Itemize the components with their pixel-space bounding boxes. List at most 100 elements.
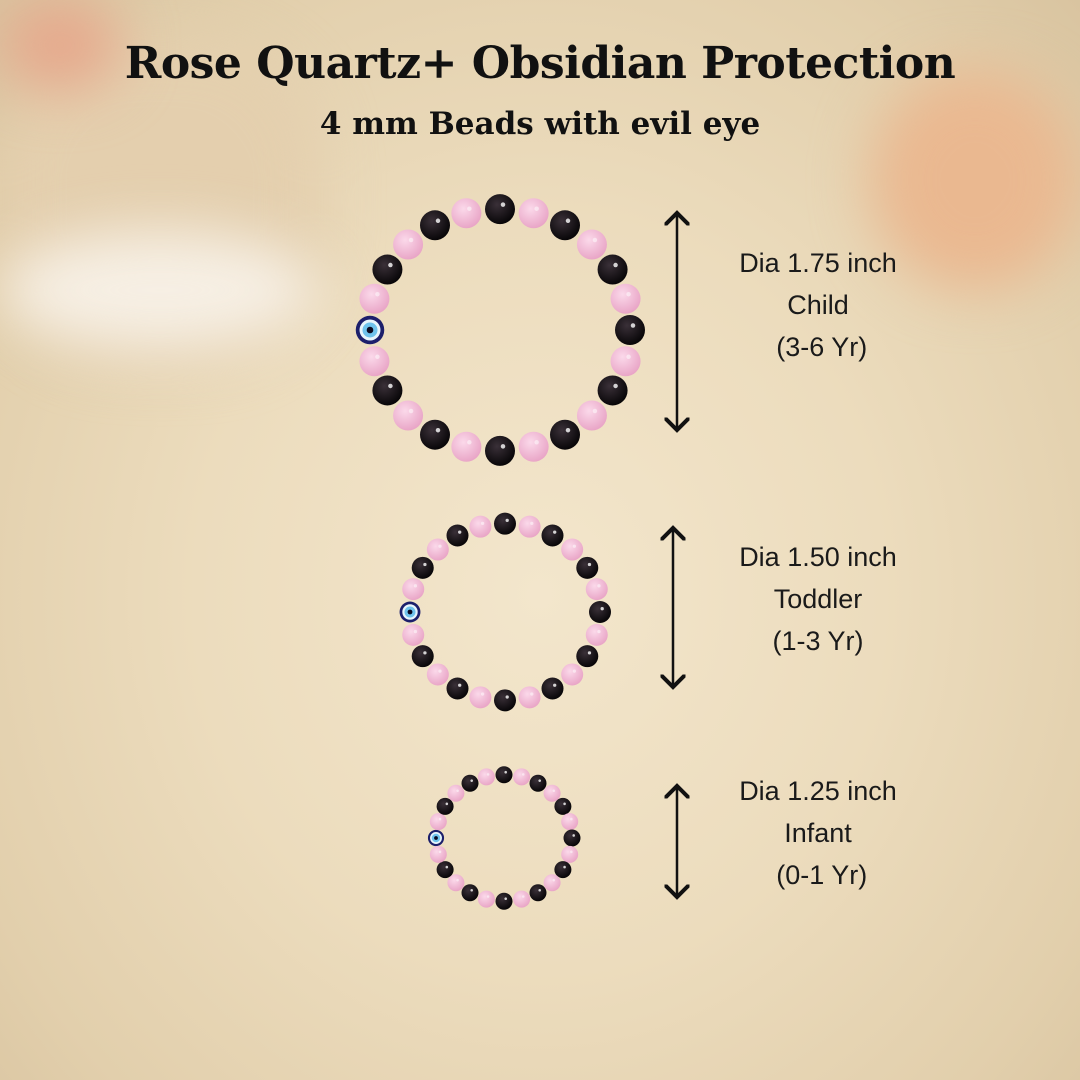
obsidian-bead: [446, 677, 469, 700]
background-ball: [870, 70, 1080, 290]
bead-highlight: [413, 629, 418, 634]
rose-quartz-bead: [543, 784, 561, 802]
bead-highlight: [467, 206, 472, 211]
rose-quartz-bead: [513, 890, 531, 908]
bead-highlight: [597, 629, 601, 634]
category-text: Infant: [784, 818, 852, 848]
evil-eye-bead: [427, 829, 445, 847]
bead-highlight: [504, 897, 507, 900]
bead-highlight: [445, 802, 449, 806]
rose-quartz-bead: [477, 890, 495, 908]
rose-quartz-bead: [426, 538, 449, 561]
obsidian-bead: [411, 556, 434, 579]
rose-quartz-bead: [561, 538, 584, 561]
category-text: Child: [787, 290, 849, 320]
rose-quartz-bead: [518, 431, 549, 462]
bead-highlight: [534, 440, 539, 445]
rose-quartz-bead: [477, 768, 495, 786]
bead-highlight: [613, 383, 618, 389]
rose-quartz-bead: [610, 283, 641, 314]
obsidian-bead: [576, 556, 599, 579]
obsidian-bead: [436, 797, 454, 815]
obsidian-bead: [597, 254, 628, 285]
obsidian-bead: [485, 194, 515, 225]
bead-highlight: [438, 544, 442, 548]
bead-highlight: [413, 584, 418, 588]
rose-quartz-bead: [393, 229, 424, 260]
obsidian-bead: [541, 677, 564, 700]
rose-quartz-bead: [451, 198, 482, 229]
rose-quartz-bead: [543, 874, 561, 892]
rose-quartz-bead: [610, 346, 641, 377]
bead-highlight: [630, 323, 636, 328]
bead-highlight: [423, 562, 427, 567]
bead-highlight: [600, 607, 604, 611]
bead-highlight: [530, 521, 534, 526]
bead-highlight: [534, 206, 539, 211]
bead-highlight: [505, 695, 509, 699]
obsidian-bead: [372, 254, 403, 285]
bead-highlight: [445, 865, 449, 869]
diameter-text: Dia 1.50 inch: [739, 542, 897, 572]
bead-highlight: [522, 773, 525, 776]
obsidian-bead: [554, 797, 572, 815]
bead-highlight: [553, 530, 557, 534]
rose-quartz-bead: [576, 400, 607, 431]
rose-quartz-bead: [561, 663, 584, 686]
rose-quartz-bead: [518, 515, 541, 538]
bead-highlight: [553, 683, 557, 687]
bead-highlight: [470, 888, 473, 892]
obsidian-bead: [597, 375, 628, 406]
bead-highlight: [552, 789, 556, 793]
bead-highlight: [408, 408, 414, 414]
page-subtitle: 4 mm Beads with evil eye: [319, 106, 761, 142]
obsidian-bead: [576, 645, 599, 668]
rose-quartz-bead: [585, 623, 608, 646]
bead-highlight: [500, 444, 506, 449]
category-text: Toddler: [773, 584, 863, 614]
bead-highlight: [408, 237, 414, 243]
bead-highlight: [626, 354, 631, 360]
bracelet-toddler: [399, 512, 611, 712]
bead-highlight: [388, 262, 393, 268]
bead-highlight: [530, 692, 534, 696]
bead-highlight: [470, 779, 473, 782]
bracelet-child: [355, 194, 645, 466]
bead-highlight: [438, 817, 442, 821]
bead-highlight: [486, 895, 490, 898]
obsidian-bead: [461, 774, 479, 792]
bead-highlight: [500, 202, 506, 207]
obsidian-bead: [589, 601, 611, 623]
bead-highlight: [458, 683, 462, 687]
obsidian-bead: [563, 829, 581, 847]
obsidian-bead: [436, 861, 454, 879]
obsidian-bead: [554, 861, 572, 879]
rose-quartz-bead: [469, 686, 492, 709]
size-label-child: Dia 1.75 inch Child (3-6 Yr): [700, 242, 936, 368]
obsidian-bead: [461, 884, 479, 902]
obsidian-bead: [485, 435, 515, 466]
bead-highlight: [375, 354, 380, 360]
rose-quartz-bead: [393, 400, 424, 431]
background-shoe-sole: [0, 230, 320, 350]
bead-highlight: [565, 427, 571, 433]
rose-quartz-bead: [429, 813, 447, 831]
bead-highlight: [467, 440, 472, 445]
background-pink-blur: [0, 0, 120, 90]
bead-highlight: [504, 770, 507, 774]
bead-highlight: [626, 291, 631, 297]
bead-highlight: [423, 651, 427, 655]
bead-highlight: [458, 530, 462, 534]
bead-highlight: [538, 779, 541, 782]
rose-quartz-bead: [585, 578, 608, 601]
obsidian-bead: [372, 375, 403, 406]
bead-highlight: [570, 817, 573, 821]
rose-quartz-bead: [426, 663, 449, 686]
bead-highlight: [435, 218, 441, 224]
obsidian-bead: [529, 774, 547, 792]
bead-highlight: [563, 865, 566, 869]
bead-highlight: [435, 427, 441, 433]
bead-highlight: [375, 291, 380, 297]
bead-highlight: [552, 878, 556, 882]
